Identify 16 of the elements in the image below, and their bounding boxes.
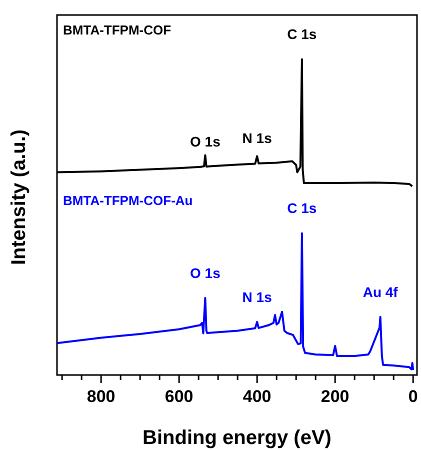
y-axis-title: Intensity (a.u.) xyxy=(8,129,30,265)
x-tick-label: 200 xyxy=(320,387,350,406)
x-tick-label: 400 xyxy=(242,387,272,406)
annotation: O 1s xyxy=(190,133,221,150)
annotation: Au 4f xyxy=(362,284,398,300)
x-tick-label: 0 xyxy=(408,387,418,406)
annotation: C 1s xyxy=(287,200,317,216)
text: BMTA-TFPM-COF-Au xyxy=(63,193,193,208)
annotation: N 1s xyxy=(242,288,272,305)
annotation: C 1s xyxy=(287,26,317,42)
annotation: N 1s xyxy=(242,130,272,146)
x-tick-label: 800 xyxy=(86,387,116,406)
annotation: O 1s xyxy=(190,264,221,281)
text: BMTA-TFPM-COF xyxy=(63,22,172,38)
x-axis-title: Binding energy (eV) xyxy=(142,427,332,449)
x-tick-label: 600 xyxy=(164,387,194,406)
